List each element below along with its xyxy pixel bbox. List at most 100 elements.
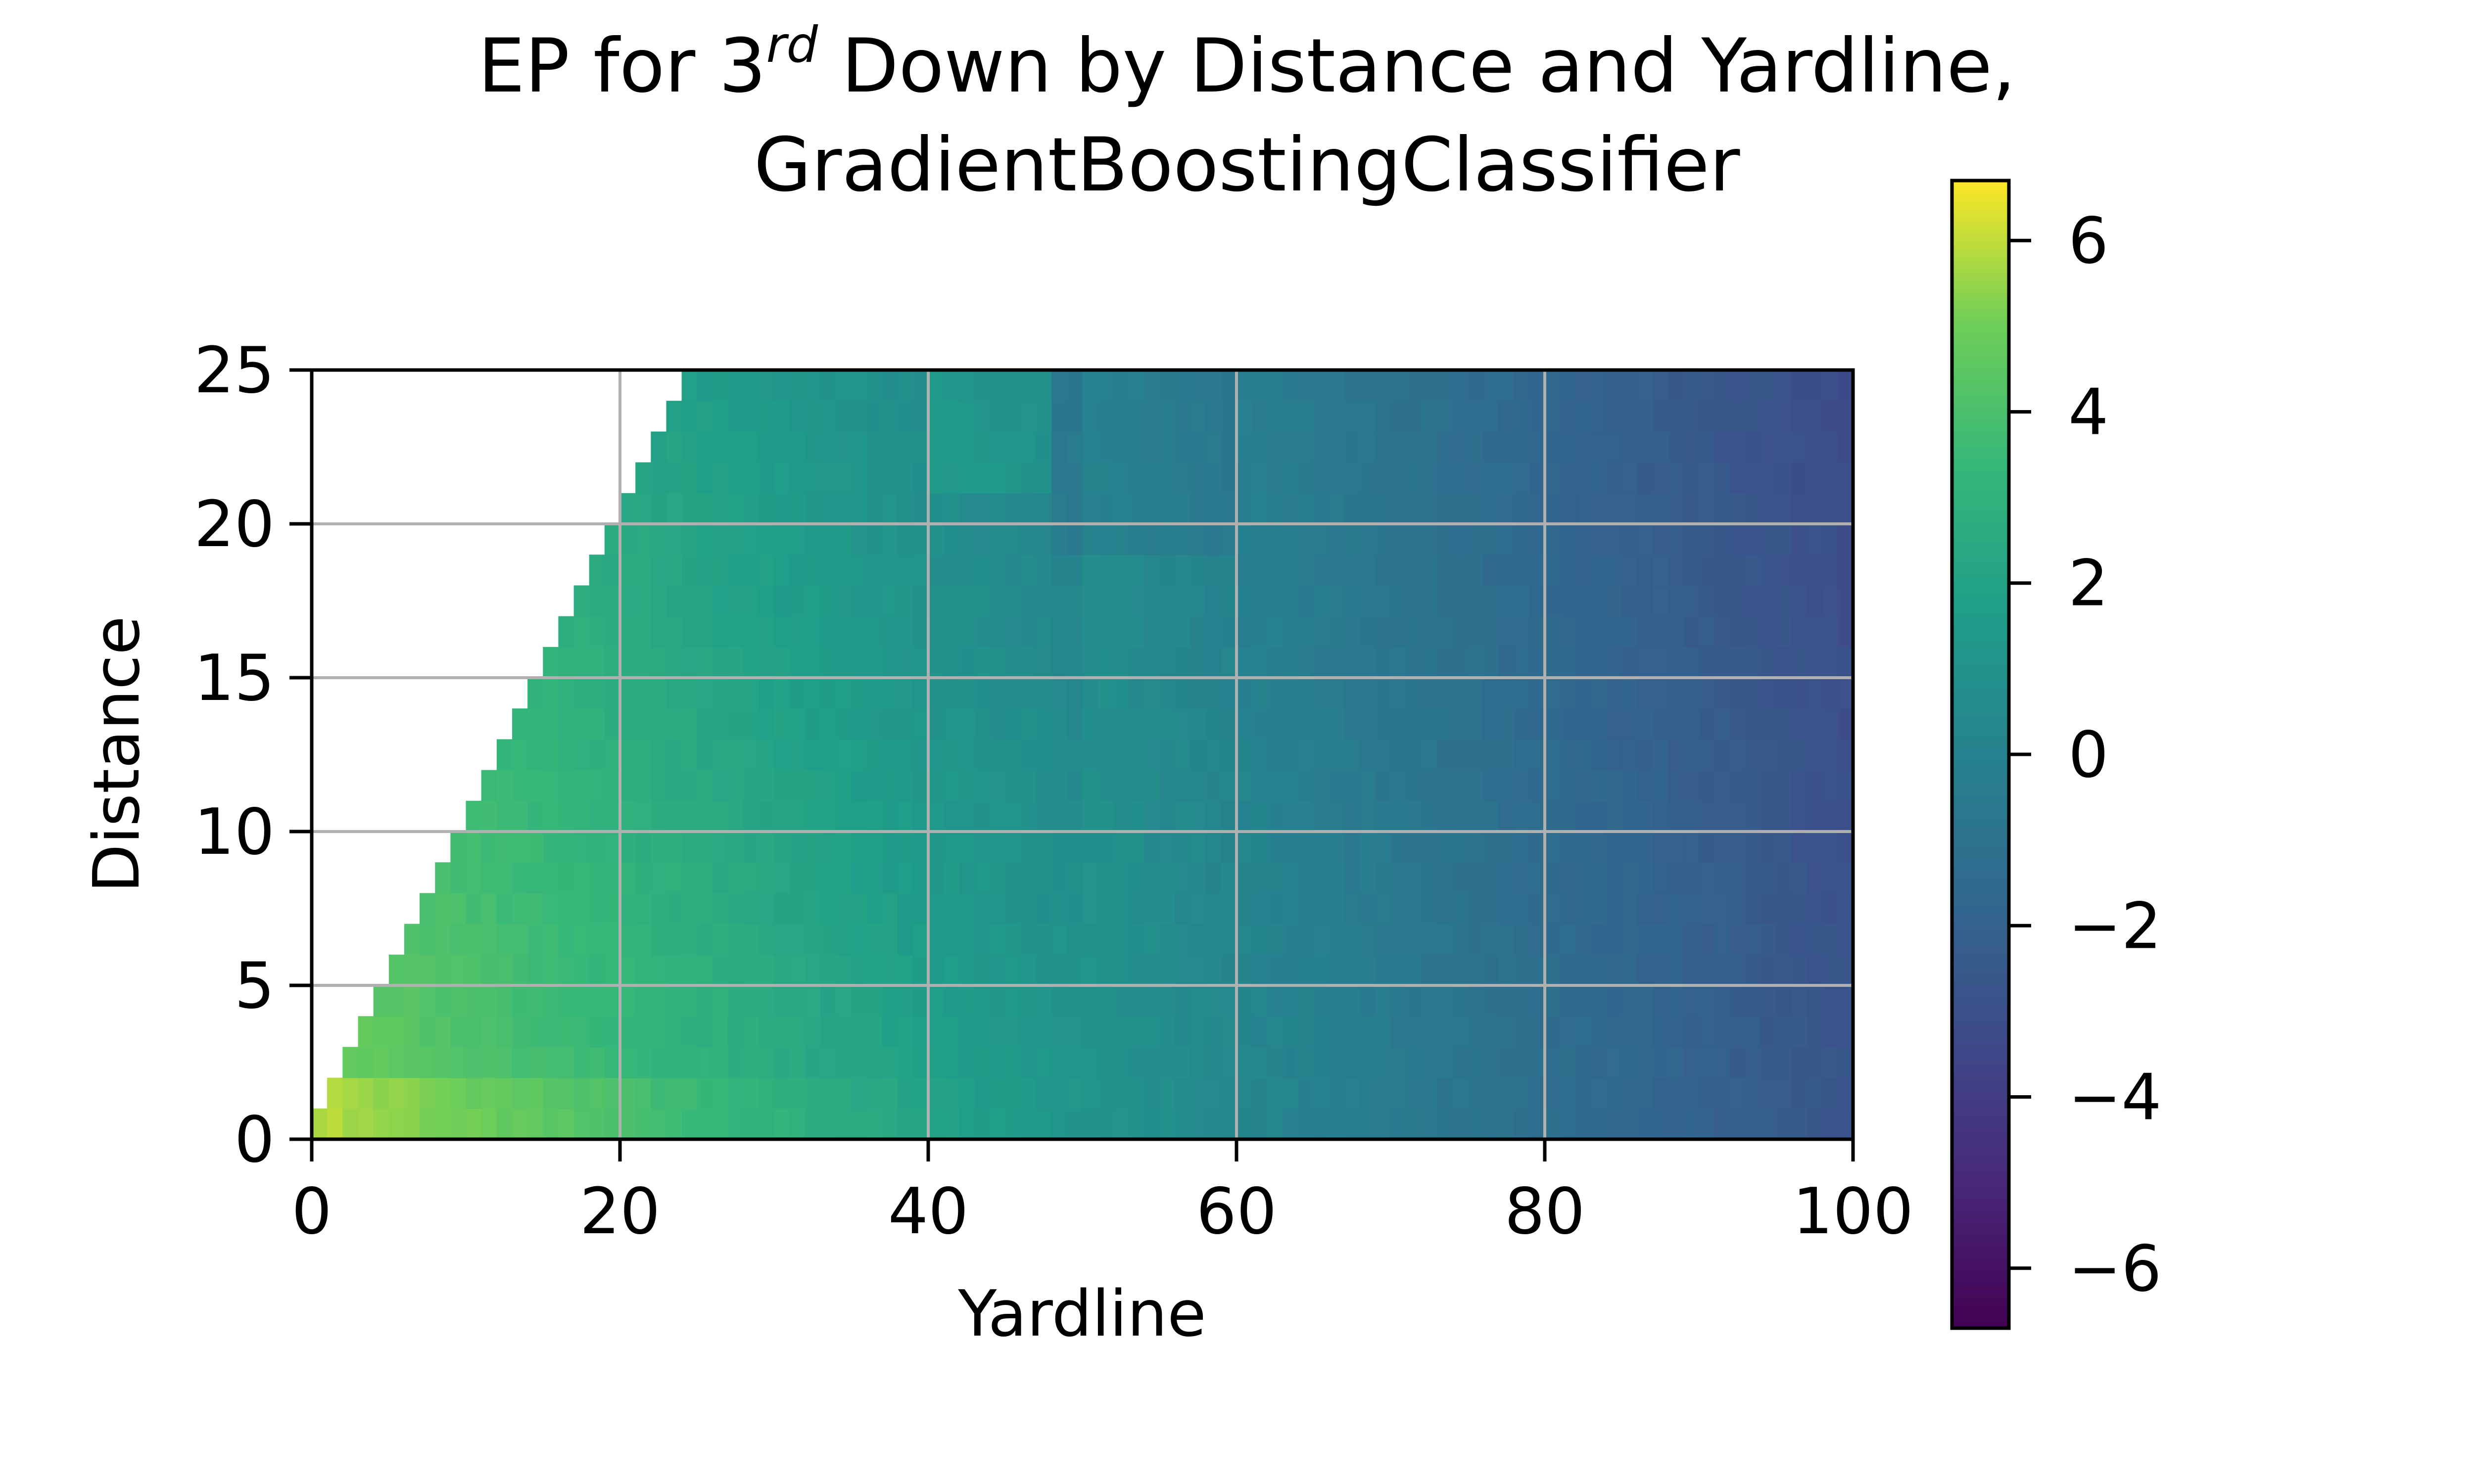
heatmap-cell xyxy=(1267,1077,1284,1109)
heatmap-cell xyxy=(1406,708,1422,740)
heatmap-cell xyxy=(1760,647,1776,678)
heatmap-cell xyxy=(1483,985,1499,1017)
heatmap-cell xyxy=(1729,585,1746,617)
heatmap-cell xyxy=(1128,800,1144,832)
heatmap-cell xyxy=(959,462,975,494)
heatmap-cell xyxy=(1837,678,1853,709)
heatmap-cell xyxy=(1822,647,1838,678)
heatmap-cell xyxy=(1560,1077,1576,1109)
heatmap-cell xyxy=(1344,954,1360,986)
heatmap-cell xyxy=(1067,954,1083,986)
heatmap-cell xyxy=(1005,862,1021,894)
heatmap-cell xyxy=(1360,985,1376,1017)
heatmap-cell xyxy=(897,524,913,555)
heatmap-cell xyxy=(681,524,698,555)
heatmap-cell xyxy=(1267,1047,1284,1078)
heatmap-cell xyxy=(1621,862,1638,894)
heatmap-cell xyxy=(959,678,975,709)
heatmap-cell xyxy=(789,893,806,925)
heatmap-cell xyxy=(1298,462,1314,494)
heatmap-cell xyxy=(1267,401,1284,432)
heatmap-cell xyxy=(1468,462,1484,494)
heatmap-cell xyxy=(1020,616,1037,648)
heatmap-cell xyxy=(897,985,913,1017)
heatmap-cell xyxy=(1159,862,1176,894)
heatmap-cell xyxy=(450,1108,467,1139)
heatmap-cell xyxy=(1329,862,1345,894)
heatmap-cell xyxy=(481,1077,497,1109)
heatmap-cell xyxy=(1237,985,1252,1017)
heatmap-cell xyxy=(1745,1077,1761,1109)
heatmap-cell xyxy=(1468,954,1484,986)
heatmap-cell xyxy=(1545,1016,1561,1048)
heatmap-cell xyxy=(1483,370,1499,401)
heatmap-cell xyxy=(651,585,667,617)
heatmap-cell xyxy=(1159,800,1176,832)
heatmap-cell xyxy=(1822,862,1838,894)
heatmap-cell xyxy=(789,770,806,801)
heatmap-cell xyxy=(1360,616,1376,648)
heatmap-cell xyxy=(1621,739,1638,771)
x-tick-label: 100 xyxy=(1793,1175,1913,1249)
heatmap-cell xyxy=(1760,924,1776,955)
heatmap-cell xyxy=(1514,585,1530,617)
heatmap-cell xyxy=(1760,862,1776,894)
heatmap-cell xyxy=(1067,462,1083,494)
heatmap-cell xyxy=(866,555,883,586)
heatmap-cell xyxy=(1082,800,1098,832)
heatmap-cell xyxy=(974,739,991,771)
heatmap-cell xyxy=(1128,616,1144,648)
heatmap-cell xyxy=(1283,985,1299,1017)
heatmap-cell xyxy=(620,832,636,863)
heatmap-cell xyxy=(928,739,944,771)
heatmap-cell xyxy=(1344,985,1360,1017)
heatmap-cell xyxy=(836,555,852,586)
heatmap-cell xyxy=(1097,647,1114,678)
heatmap-cell xyxy=(558,678,574,709)
heatmap-cell xyxy=(805,401,821,432)
heatmap-cell xyxy=(1051,893,1068,925)
heatmap-cell xyxy=(928,431,944,463)
heatmap-cell xyxy=(1406,678,1422,709)
heatmap-cell xyxy=(373,985,389,1017)
heatmap-cell xyxy=(990,678,1006,709)
heatmap-cell xyxy=(1436,770,1453,801)
heatmap-cell xyxy=(1668,585,1684,617)
heatmap-cell xyxy=(1360,401,1376,432)
heatmap-cell xyxy=(1360,370,1376,401)
heatmap-cell xyxy=(1036,524,1052,555)
heatmap-cell xyxy=(1051,678,1068,709)
heatmap-cell xyxy=(759,954,775,986)
heatmap-cell xyxy=(1406,462,1422,494)
heatmap-cell xyxy=(681,370,698,401)
heatmap-cell xyxy=(496,800,513,832)
heatmap-cell xyxy=(1807,493,1823,524)
heatmap-cell xyxy=(1375,862,1391,894)
heatmap-cell xyxy=(373,1047,389,1078)
heatmap-cell xyxy=(1128,431,1144,463)
heatmap-cell xyxy=(1560,708,1576,740)
heatmap-cell xyxy=(990,1047,1006,1078)
heatmap-cell xyxy=(728,585,744,617)
heatmap-cell xyxy=(1837,985,1853,1017)
heatmap-cell xyxy=(697,924,713,955)
heatmap-cell xyxy=(1514,985,1530,1017)
heatmap-cell xyxy=(1776,708,1792,740)
heatmap-cell xyxy=(1159,924,1176,955)
heatmap-cell xyxy=(1375,585,1391,617)
heatmap-cell xyxy=(789,401,806,432)
heatmap-cell xyxy=(1637,1108,1653,1139)
heatmap-cell xyxy=(1714,770,1730,801)
heatmap-cell xyxy=(1406,985,1422,1017)
heatmap-cell xyxy=(1452,678,1468,709)
heatmap-cell xyxy=(820,1077,836,1109)
heatmap-cell xyxy=(1329,770,1345,801)
heatmap-cell xyxy=(1283,555,1299,586)
heatmap-cell xyxy=(759,800,775,832)
heatmap-cell xyxy=(681,954,698,986)
heatmap-cell xyxy=(573,708,590,740)
heatmap-cell xyxy=(1175,647,1191,678)
heatmap-cell xyxy=(1837,739,1853,771)
heatmap-cell xyxy=(1498,800,1515,832)
heatmap-cell xyxy=(1237,800,1252,832)
